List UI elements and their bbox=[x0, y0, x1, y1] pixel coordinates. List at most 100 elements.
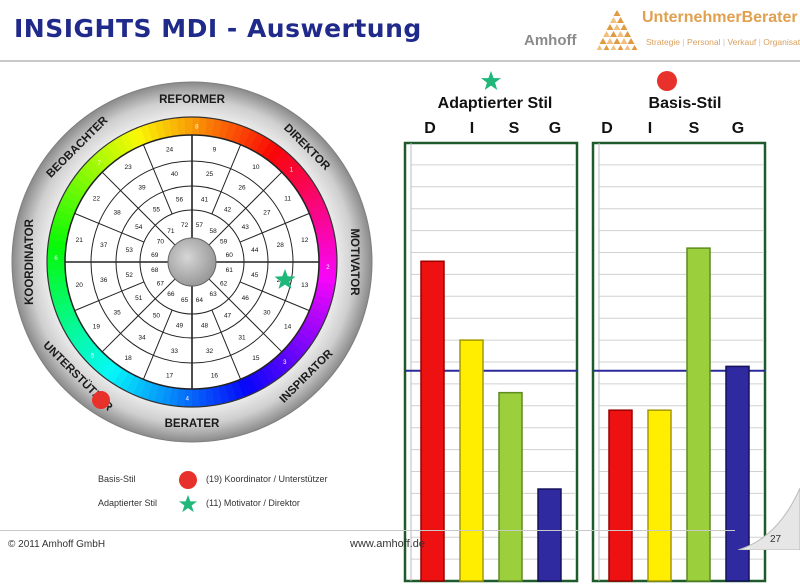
color-ring-segment bbox=[286, 341, 305, 360]
tagline-item: Organisation bbox=[763, 37, 800, 47]
logo-triangle-cell bbox=[613, 38, 621, 44]
wheel-type-label: KOORDINATOR bbox=[24, 218, 36, 305]
wheel-number: 59 bbox=[220, 238, 228, 245]
wheel-number: 35 bbox=[114, 310, 122, 317]
wheel-number: 46 bbox=[242, 295, 250, 302]
color-ring-segment bbox=[70, 176, 90, 193]
color-ring-segment bbox=[301, 189, 322, 205]
wheel-number: 18 bbox=[124, 355, 132, 362]
color-ring-segment bbox=[294, 331, 314, 348]
wheel-number: 40 bbox=[171, 171, 179, 178]
color-ring-segment bbox=[243, 129, 259, 150]
logo-triangle-cell bbox=[624, 31, 631, 37]
logo-triangle-cell bbox=[603, 31, 610, 37]
color-ring-segment bbox=[161, 386, 173, 406]
color-ring-segment bbox=[51, 216, 72, 230]
color-ring-segment bbox=[53, 300, 74, 314]
color-ring-segment bbox=[119, 371, 135, 392]
color-ring-segment bbox=[231, 124, 245, 144]
color-ring-segment bbox=[47, 274, 67, 285]
color-ring-segment bbox=[211, 386, 223, 406]
disg-letter: I bbox=[469, 120, 475, 137]
wheel-type-label: BERATER bbox=[165, 418, 220, 430]
wheel-sector-number: 5 bbox=[91, 353, 95, 359]
wheel-number: 39 bbox=[138, 185, 146, 192]
wheel-number: 34 bbox=[138, 334, 146, 341]
grid-spoke bbox=[211, 144, 242, 215]
color-ring-segment bbox=[183, 388, 192, 407]
tagline-item: Verkauf bbox=[727, 37, 763, 47]
logo-triangle-cell bbox=[620, 38, 628, 44]
wheel-sector-number: 2 bbox=[326, 265, 330, 271]
color-ring-segment bbox=[133, 126, 147, 146]
panel-basis-title: Basis-Stil bbox=[648, 95, 722, 112]
wheel-number: 53 bbox=[126, 247, 134, 254]
logo-triangle-cell bbox=[613, 10, 621, 16]
color-ring-segment bbox=[153, 384, 166, 404]
color-ring-segment bbox=[139, 380, 153, 400]
logo-triangle-cell bbox=[606, 24, 614, 30]
color-ring-segment bbox=[218, 120, 231, 140]
wheel-number: 22 bbox=[93, 196, 101, 203]
wheel-sector-number: 4 bbox=[186, 396, 190, 402]
color-ring-segment bbox=[84, 159, 103, 178]
wheel-number: 70 bbox=[157, 238, 165, 245]
wheel-hub bbox=[167, 237, 217, 287]
color-ring-segment bbox=[310, 210, 331, 224]
logo-triangle-cell bbox=[599, 38, 607, 44]
color-ring-segment bbox=[298, 325, 318, 342]
color-ring-segment bbox=[191, 388, 200, 408]
wheel-number: 30 bbox=[263, 310, 271, 317]
color-ring-segment bbox=[243, 375, 258, 395]
wheel-number: 26 bbox=[238, 185, 246, 192]
logo-triangle-cell bbox=[617, 45, 624, 50]
disg-letter: G bbox=[548, 120, 562, 137]
color-ring-segment bbox=[314, 288, 334, 301]
grid-spoke bbox=[239, 281, 310, 312]
logo-triangle-cell bbox=[610, 45, 617, 50]
panel-adapt-title: Adaptierter Stil bbox=[437, 95, 553, 112]
chart-bar-D bbox=[608, 409, 633, 582]
color-ring-segment bbox=[301, 319, 322, 335]
color-ring-segment bbox=[224, 121, 238, 142]
color-ring-segment bbox=[56, 307, 76, 321]
color-ring-segment bbox=[119, 132, 135, 153]
color-ring-segment bbox=[47, 261, 66, 270]
wheel-number: 25 bbox=[206, 171, 214, 178]
wheel-number: 31 bbox=[238, 334, 246, 341]
logo-triangle-cell bbox=[620, 24, 628, 30]
color-ring-segment bbox=[305, 196, 325, 211]
color-ring-segment bbox=[192, 117, 201, 136]
grid-spoke bbox=[142, 144, 173, 215]
color-ring-segment bbox=[260, 364, 278, 384]
color-ring-segment bbox=[94, 148, 113, 168]
grid-spoke bbox=[101, 278, 176, 353]
grid-spoke bbox=[74, 281, 145, 312]
logo-triangle-cell bbox=[610, 31, 617, 37]
color-ring-segment bbox=[161, 118, 173, 138]
wheel-number: 72 bbox=[181, 222, 189, 229]
color-ring-segment bbox=[307, 307, 328, 322]
color-ring-segment bbox=[249, 371, 265, 392]
color-ring-segment bbox=[271, 149, 290, 168]
footer-website[interactable]: www.amhoff.de bbox=[350, 538, 426, 550]
wheel-number: 45 bbox=[251, 272, 259, 279]
legend-basis-desc: (19) Koordinator / Unterstützer bbox=[206, 474, 328, 484]
wheel-number: 27 bbox=[263, 209, 271, 216]
color-ring-segment bbox=[146, 382, 160, 403]
wheel-number: 19 bbox=[93, 323, 101, 330]
wheel-number: 41 bbox=[201, 197, 209, 204]
grid-spoke bbox=[239, 212, 310, 243]
color-ring-segment bbox=[89, 351, 108, 370]
color-ring-segment bbox=[56, 202, 77, 217]
disg-letter: D bbox=[424, 120, 436, 137]
circle-icon bbox=[657, 71, 677, 91]
wheel-number: 32 bbox=[206, 348, 214, 355]
wheel-number: 61 bbox=[226, 267, 234, 274]
wheel-number: 43 bbox=[242, 224, 250, 231]
grid-spoke bbox=[142, 309, 173, 380]
color-ring-segment bbox=[230, 380, 244, 401]
wheel-sector-number: 6 bbox=[54, 256, 58, 262]
color-ring-segment bbox=[74, 170, 94, 188]
color-ring-segment bbox=[62, 319, 83, 335]
